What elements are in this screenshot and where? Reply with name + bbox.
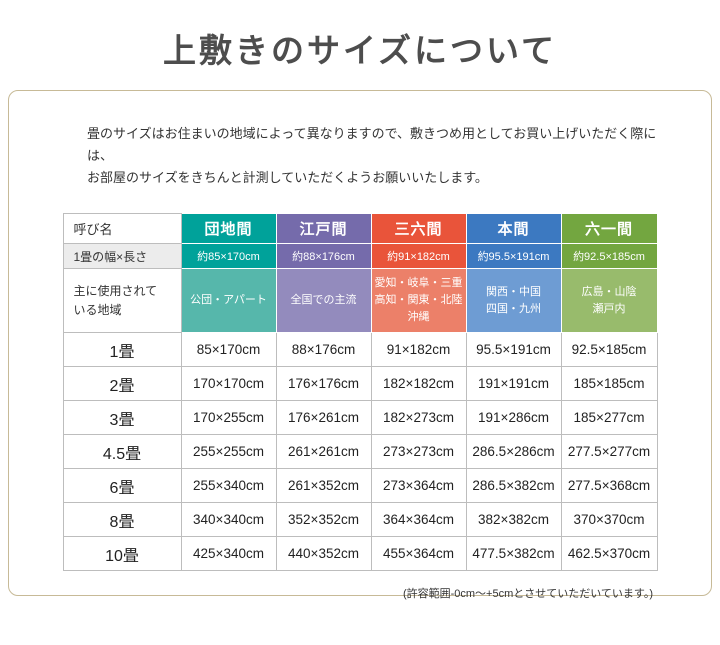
row-label: 1畳	[62, 332, 182, 368]
column-header-danchima: 団地間	[180, 213, 277, 245]
size-value-cell: 273×364cm	[370, 468, 467, 504]
row-label: 2畳	[62, 366, 182, 402]
size-value-cell: 425×340cm	[180, 536, 277, 572]
column-header-rokuichima: 六一間	[560, 213, 658, 245]
size-value-cell: 261×352cm	[275, 468, 372, 504]
size-value-cell: 440×352cm	[275, 536, 372, 572]
corner-header: 呼び名	[62, 213, 182, 245]
size-value-cell: 95.5×191cm	[465, 332, 562, 368]
size-value-cell: 370×370cm	[560, 502, 658, 538]
one-mat-size-cell: 約92.5×185cm	[560, 243, 658, 270]
one-mat-size-cell: 約91×182cm	[370, 243, 467, 270]
size-value-cell: 88×176cm	[275, 332, 372, 368]
table-row-1jo: 1畳 85×170cm 88×176cm 91×182cm 95.5×191cm…	[62, 332, 658, 368]
size-value-cell: 176×176cm	[275, 366, 372, 402]
content-panel: 畳のサイズはお住まいの地域によって異なりますので、敷きつめ用としてお買い上げいた…	[8, 90, 712, 600]
size-value-cell: 85×170cm	[180, 332, 277, 368]
size-value-cell: 340×340cm	[180, 502, 277, 538]
row-label: 8畳	[62, 502, 182, 538]
size-value-cell: 273×273cm	[370, 434, 467, 470]
size-value-cell: 182×273cm	[370, 400, 467, 436]
size-value-cell: 185×185cm	[560, 366, 658, 402]
size-value-cell: 352×352cm	[275, 502, 372, 538]
size-value-cell: 170×170cm	[180, 366, 277, 402]
size-value-cell: 382×382cm	[465, 502, 562, 538]
region-cell: 愛知・岐阜・三重 高知・関東・北陸 沖縄	[370, 268, 467, 334]
region-cell: 公団・アパート	[180, 268, 277, 334]
table-row-10jo: 10畳 425×340cm 440×352cm 455×364cm 477.5×…	[62, 536, 658, 572]
one-mat-size-cell: 約88×176cm	[275, 243, 372, 270]
tatami-size-table: 呼び名 団地間 江戸間 三六間 本間 六一間 1畳の幅×長さ 約85×170cm…	[62, 213, 658, 572]
region-cell: 関西・中国 四国・九州	[465, 268, 562, 334]
row-label: 10畳	[62, 536, 182, 572]
column-header-row: 呼び名 団地間 江戸間 三六間 本間 六一間	[62, 213, 658, 245]
table-row-4-5jo: 4.5畳 255×255cm 261×261cm 273×273cm 286.5…	[62, 434, 658, 470]
size-value-cell: 92.5×185cm	[560, 332, 658, 368]
size-value-cell: 191×286cm	[465, 400, 562, 436]
size-value-cell: 277.5×277cm	[560, 434, 658, 470]
size-value-cell: 462.5×370cm	[560, 536, 658, 572]
intro-text: 畳のサイズはお住まいの地域によって異なりますので、敷きつめ用としてお買い上げいた…	[9, 123, 711, 189]
one-mat-size-row: 1畳の幅×長さ 約85×170cm 約88×176cm 約91×182cm 約9…	[62, 243, 658, 270]
row-label: 3畳	[62, 400, 182, 436]
size-value-cell: 477.5×382cm	[465, 536, 562, 572]
size-value-cell: 182×182cm	[370, 366, 467, 402]
size-value-cell: 255×340cm	[180, 468, 277, 504]
table-row-6jo: 6畳 255×340cm 261×352cm 273×364cm 286.5×3…	[62, 468, 658, 504]
region-row: 主に使用されて いる地域 公団・アパート 全国での主流 愛知・岐阜・三重 高知・…	[62, 268, 658, 334]
size-value-cell: 185×277cm	[560, 400, 658, 436]
size-value-cell: 170×255cm	[180, 400, 277, 436]
tolerance-footnote: (許容範囲-0cm～+5cmとさせていただいています。)	[402, 588, 653, 601]
size-value-cell: 277.5×368cm	[560, 468, 658, 504]
size-value-cell: 364×364cm	[370, 502, 467, 538]
size-value-cell: 261×261cm	[275, 434, 372, 470]
page-title: 上敷きのサイズについて	[162, 31, 558, 70]
column-header-saburokuma: 三六間	[370, 213, 467, 245]
row-label: 4.5畳	[62, 434, 182, 470]
size-value-cell: 191×191cm	[465, 366, 562, 402]
size-value-cell: 255×255cm	[180, 434, 277, 470]
region-cell: 広島・山陰 瀬戸内	[560, 268, 658, 334]
size-value-cell: 176×261cm	[275, 400, 372, 436]
intro-line-1: 畳のサイズはお住まいの地域によって異なりますので、敷きつめ用としてお買い上げいた…	[87, 126, 657, 164]
column-header-honma: 本間	[465, 213, 562, 245]
size-value-cell: 286.5×382cm	[465, 468, 562, 504]
table-row-2jo: 2畳 170×170cm 176×176cm 182×182cm 191×191…	[62, 366, 658, 402]
one-mat-size-cell: 約85×170cm	[180, 243, 277, 270]
size-row-label: 1畳の幅×長さ	[62, 243, 182, 270]
size-value-cell: 286.5×286cm	[465, 434, 562, 470]
one-mat-size-cell: 約95.5×191cm	[465, 243, 562, 270]
intro-line-2: お部屋のサイズをきちんと計測していただくようお願いいたします。	[87, 170, 488, 186]
row-label: 6畳	[62, 468, 182, 504]
table-row-8jo: 8畳 340×340cm 352×352cm 364×364cm 382×382…	[62, 502, 658, 538]
size-value-cell: 91×182cm	[370, 332, 467, 368]
size-value-cell: 455×364cm	[370, 536, 467, 572]
column-header-edoma: 江戸間	[275, 213, 372, 245]
region-row-label: 主に使用されて いる地域	[62, 268, 182, 334]
table-row-3jo: 3畳 170×255cm 176×261cm 182×273cm 191×286…	[62, 400, 658, 436]
region-cell: 全国での主流	[275, 268, 372, 334]
